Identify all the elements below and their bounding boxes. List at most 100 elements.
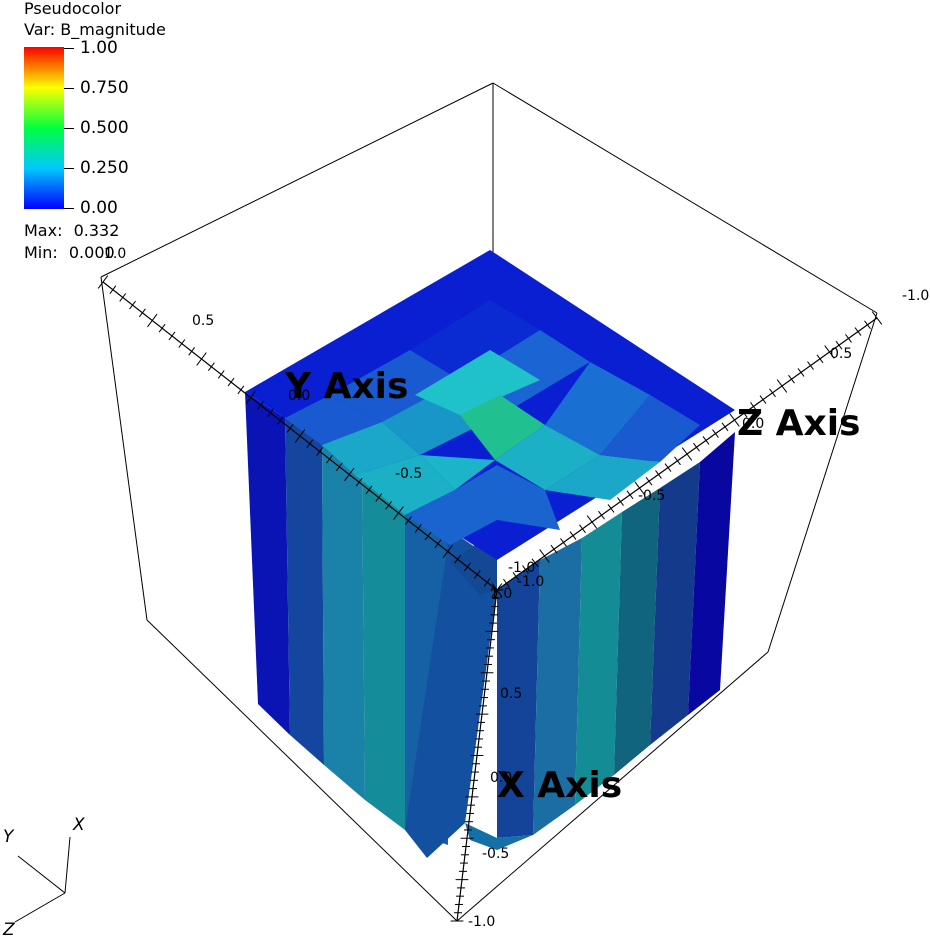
left-strip (405, 530, 497, 858)
z-axis-tick (539, 549, 550, 563)
z-axis-tick (550, 544, 558, 554)
z-axis-tick (824, 345, 835, 359)
z-axis-tick (655, 470, 662, 479)
y-axis-tick (147, 313, 158, 328)
z-axis-tick (569, 531, 577, 540)
z-axis-tick (560, 538, 567, 547)
y-axis-tick (178, 339, 186, 348)
legend-tick-label: 1.00 (80, 38, 118, 58)
y-tick-label: 0.5 (192, 313, 214, 329)
y-axis-tick (335, 462, 343, 472)
legend-min-label: Min: (24, 243, 58, 262)
x-tick-label: 0.5 (500, 686, 522, 702)
top-cell (495, 425, 600, 490)
z-axis-tick (503, 578, 510, 588)
y-axis-tick (393, 506, 404, 520)
top-cell (415, 350, 540, 415)
y-axis-tick (454, 554, 462, 564)
z-axis-title: Z Axis (737, 403, 861, 444)
z-axis-tick (864, 320, 871, 330)
y-axis-tick (483, 577, 491, 587)
legend-tick-label: 0.250 (80, 158, 129, 178)
triad-z-line (14, 892, 66, 923)
left-strip (322, 445, 365, 800)
z-axis-tick (522, 565, 529, 574)
y-tick-label: 1.0 (104, 246, 126, 262)
legend-variable: Var: B_magnitude (24, 20, 166, 39)
y-axis-tick (326, 454, 333, 464)
y-axis-tick (385, 500, 393, 510)
legend-min-value: 0.000 (68, 243, 115, 262)
top-cell (410, 300, 540, 380)
z-axis-tick (740, 408, 748, 418)
cube-top-face (245, 250, 735, 560)
legend-min: Min: 0.000 (24, 244, 115, 262)
bbox-edge (100, 82, 494, 278)
z-tick-label: -1.0 (517, 574, 544, 590)
y-axis-tick (267, 408, 274, 418)
z-axis-tick (674, 456, 681, 466)
z-tick-label: 0.0 (742, 416, 764, 432)
z-tick-label: -0.5 (638, 488, 665, 504)
legend-max-value: 0.332 (73, 221, 120, 240)
axis-ticks (97, 275, 883, 922)
left-strip (245, 392, 290, 735)
cube-right-face (465, 432, 735, 850)
z-tick-label: 0.5 (830, 346, 852, 362)
z-axis-tick (702, 436, 710, 445)
y-axis-tick (442, 544, 453, 559)
z-axis-tick (776, 379, 788, 393)
top-cell (322, 422, 420, 475)
y-axis-tick (365, 485, 373, 495)
top-cell (545, 362, 650, 455)
top-cell-center (460, 395, 545, 460)
legend-title: Pseudocolor (24, 0, 122, 18)
top-cell (545, 455, 660, 500)
legend-tick-mark (64, 208, 74, 209)
y-axis-tick (257, 400, 265, 410)
x-tick-label: 0.0 (490, 770, 512, 786)
bbox-edge (492, 82, 878, 314)
right-strip (688, 432, 735, 715)
y-axis-tick (119, 293, 127, 302)
z-axis-tick (797, 368, 805, 377)
z-axis-tick (617, 497, 624, 506)
legend-tick-label: 0.750 (80, 78, 129, 98)
y-tick-label: -1.0 (508, 560, 535, 576)
legend-tick-mark (64, 128, 74, 129)
left-strip (285, 418, 324, 765)
x-tick-label: -1.0 (468, 914, 495, 930)
bounding-box (100, 82, 878, 922)
z-axis-tick (816, 354, 824, 364)
z-axis-tick (607, 504, 615, 513)
triad-z-label: Z (2, 920, 15, 940)
z-axis-tick (750, 402, 757, 411)
right-strip (533, 538, 582, 835)
x-axis-title: X Axis (497, 765, 622, 806)
y-axis-tick (129, 300, 136, 310)
triad-x-label: X (72, 815, 85, 835)
top-cell (405, 465, 560, 545)
triad-x-line (64, 836, 71, 894)
legend-max: Max: 0.332 (24, 222, 119, 240)
legend-tick-mark (64, 168, 74, 169)
bbox-edge (146, 619, 458, 922)
z-axis-tick (871, 311, 883, 325)
z-axis-tick (512, 572, 520, 581)
z-axis-tick (634, 481, 645, 495)
right-strip (650, 462, 700, 745)
bbox-edge (767, 312, 878, 653)
right-strip (614, 488, 660, 775)
z-axis-tick (712, 429, 719, 438)
z-axis-tick (693, 442, 700, 452)
right-strip (575, 512, 622, 805)
top-cell (600, 395, 700, 462)
y-tick-label: 0.0 (288, 388, 310, 404)
y-axis-tick (316, 447, 324, 456)
z-axis-tick (586, 515, 598, 529)
y-axis-tick (207, 362, 215, 372)
z-axis-tick (626, 490, 634, 500)
legend-tick-label: 0.500 (80, 118, 129, 138)
y-axis-tick (355, 477, 363, 487)
